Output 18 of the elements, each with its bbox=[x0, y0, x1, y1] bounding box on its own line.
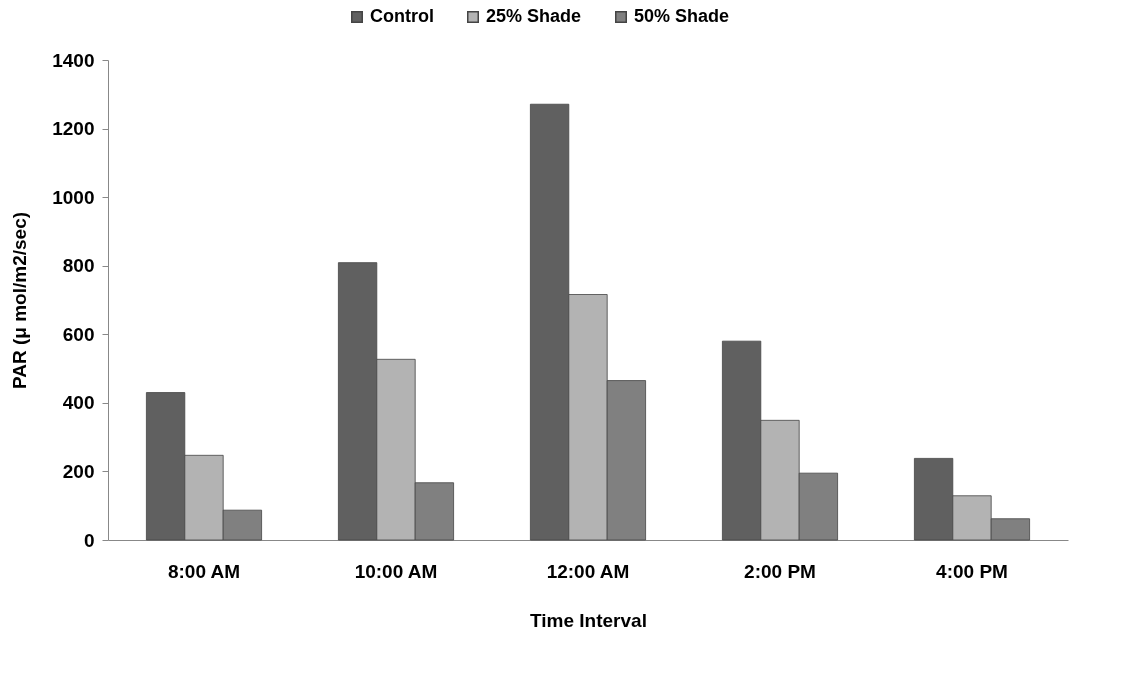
legend-label: Control bbox=[370, 6, 434, 26]
legend-label: 25% Shade bbox=[486, 6, 582, 26]
y-tick-label: 600 bbox=[62, 323, 95, 345]
legend-label: 50% Shade bbox=[634, 6, 730, 26]
y-tick-label: 200 bbox=[62, 460, 95, 482]
x-tick-label: 4:00 PM bbox=[936, 560, 1008, 582]
x-tick-label: 8:00 AM bbox=[167, 560, 241, 582]
y-axis-title: PAR (μ mol/m2/sec) bbox=[9, 211, 31, 390]
y-tick-label: 1000 bbox=[52, 186, 95, 208]
y-tick-label: 1200 bbox=[52, 118, 95, 140]
x-tick-label: 2:00 PM bbox=[744, 560, 816, 582]
y-tick-label: 400 bbox=[62, 392, 95, 414]
x-axis-title: Time Interval bbox=[530, 609, 647, 631]
x-tick-label: 12:00 AM bbox=[546, 560, 630, 582]
y-tick-label: 1400 bbox=[52, 49, 95, 71]
y-tick-label: 0 bbox=[83, 529, 95, 551]
x-tick-label: 10:00 AM bbox=[354, 560, 438, 582]
y-tick-label: 800 bbox=[62, 255, 95, 277]
